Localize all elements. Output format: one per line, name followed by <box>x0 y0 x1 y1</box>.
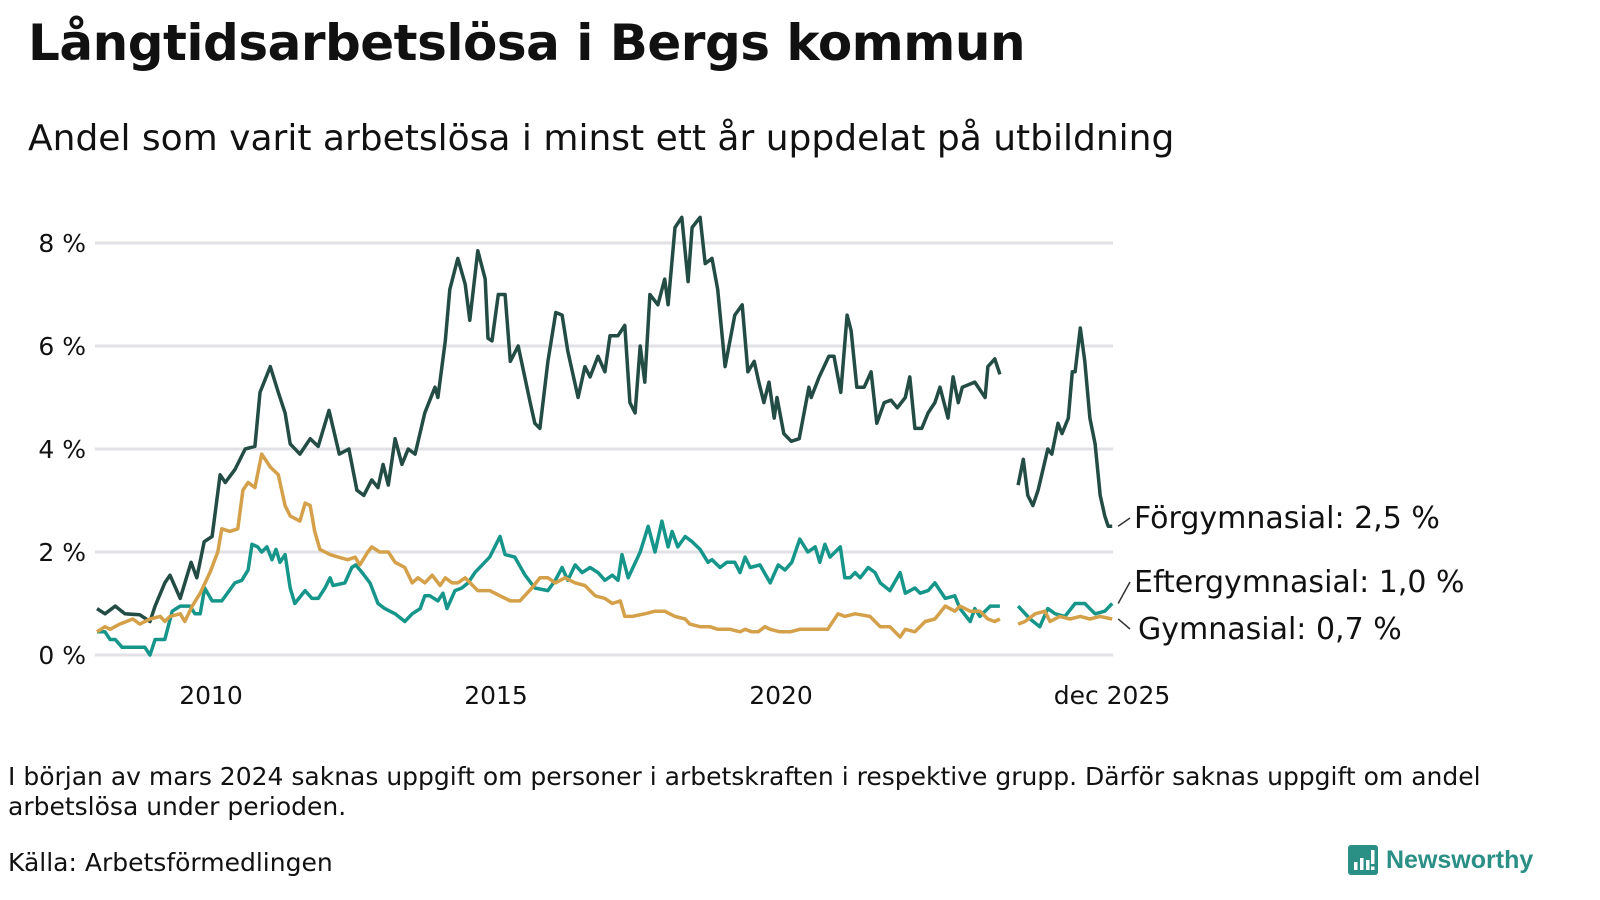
y-tick-label: 0 % <box>38 641 86 670</box>
label-connector <box>1117 618 1131 630</box>
y-tick-label: 2 % <box>38 538 86 567</box>
x-tick-label: dec 2025 <box>1054 681 1171 710</box>
chart-title: Långtidsarbetslösa i Bergs kommun <box>28 14 1026 72</box>
series-line-gymnasial <box>96 452 1001 639</box>
bar-chart-icon <box>1348 845 1378 875</box>
series-end-label: Förgymnasial: 2,5 % <box>1134 501 1440 536</box>
label-connector <box>1117 517 1131 527</box>
x-tick-label: 2015 <box>464 681 528 710</box>
series-line-förgymnasial <box>96 215 1002 624</box>
logo-text: Newsworthy <box>1386 845 1534 874</box>
series-line-eftergymnasial <box>97 519 1000 657</box>
footnote: I början av mars 2024 saknas uppgift om … <box>8 762 1481 821</box>
chart-subtitle: Andel som varit arbetslösa i minst ett å… <box>28 118 1175 159</box>
newsworthy-logo: Newsworthy <box>1348 845 1533 875</box>
x-tick-label: 2020 <box>749 681 813 710</box>
source-text: Källa: Arbetsförmedlingen <box>8 848 333 877</box>
series-line-förgymnasial <box>1016 326 1113 529</box>
series-end-label: Gymnasial: 0,7 % <box>1138 612 1402 647</box>
y-tick-label: 8 % <box>38 229 86 258</box>
series-line-gymnasial <box>1017 609 1113 626</box>
series-end-label: Eftergymnasial: 1,0 % <box>1134 565 1465 600</box>
x-tick-label: 2010 <box>179 681 243 710</box>
label-connector <box>1117 581 1131 604</box>
y-tick-label: 4 % <box>38 435 86 464</box>
line-chart: 0 % 2 % 4 % 6 % 8 % 2010 2015 2020 dec 2025 Förgy… <box>38 215 1465 710</box>
y-tick-label: 6 % <box>38 332 86 361</box>
